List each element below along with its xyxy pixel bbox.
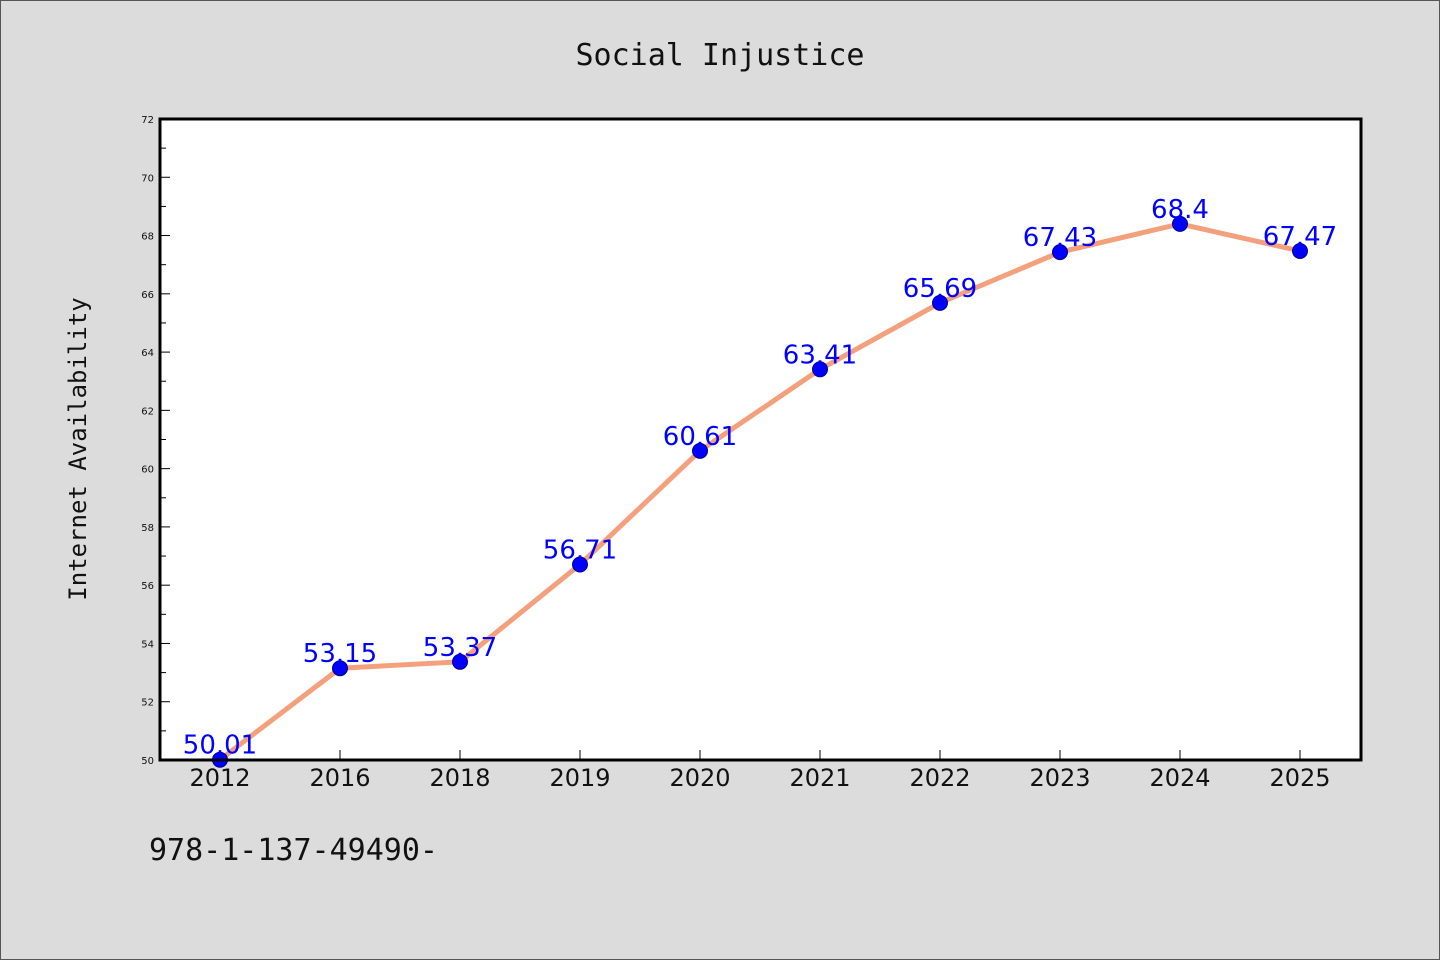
markers-group [212,215,1308,768]
series-line-group [217,221,1303,763]
y-tick-label: 66 [141,290,154,301]
y-tick-label: 62 [141,406,154,417]
x-tick-label: 2020 [669,764,730,792]
x-tick-label: 2016 [309,764,370,792]
chart-title: Social Injustice [576,38,865,73]
data-label: 53.37 [423,633,497,663]
plot-frame [158,117,1363,762]
series-line [217,221,1303,763]
data-point-marker [932,294,948,311]
x-tick-label: 2025 [1269,764,1330,792]
y-tick-label: 58 [141,523,154,534]
y-tick-label: 54 [141,639,154,650]
y-tick-label: 72 [141,115,154,126]
plot-area [160,119,1361,760]
data-labels-group: 50.01 53.15 53.37 56.71 60.61 63.41 65.69 67.43… [183,195,1337,761]
data-label: 68.4 [1151,195,1209,225]
x-tick-label: 2019 [549,764,610,792]
data-point-marker [1052,244,1068,261]
data-label: 67.43 [1023,223,1097,253]
y-tick-label: 56 [141,581,154,592]
y-tick-label: 60 [141,465,154,476]
data-label: 65.69 [903,274,977,304]
y-tick-label: 70 [141,173,154,184]
data-point-marker [692,442,708,459]
data-label: 67.47 [1263,222,1337,252]
data-label: 63.41 [783,340,857,370]
y-tick-label: 52 [141,698,154,709]
x-tick-label: 2021 [789,764,850,792]
data-point-marker [1292,242,1308,259]
x-tick-label: 2023 [1029,764,1090,792]
axis-ticks: 50 52 54 56 58 60 62 64 66 68 70 72 2012 2016 2018 2019… [141,115,1330,792]
x-tick-label: 2012 [189,764,250,792]
data-point-marker [1172,215,1188,232]
data-point-marker [812,361,828,378]
data-label: 60.61 [663,422,737,452]
y-axis-label: Internet Availability [64,297,92,600]
x-tick-label: 2018 [429,764,490,792]
data-label: 53.15 [303,639,377,669]
x-tick-label: 2022 [909,764,970,792]
footer-code: 978-1-137-49490- [149,833,438,868]
y-tick-label: 68 [141,232,154,243]
y-tick-label: 50 [141,756,154,767]
y-tick-label: 64 [141,348,154,359]
data-point-marker [572,556,588,573]
x-tick-label: 2024 [1149,764,1210,792]
data-point-marker [332,660,348,677]
data-label: 56.71 [543,535,617,565]
data-label: 50.01 [183,731,257,761]
data-point-marker [452,653,468,670]
